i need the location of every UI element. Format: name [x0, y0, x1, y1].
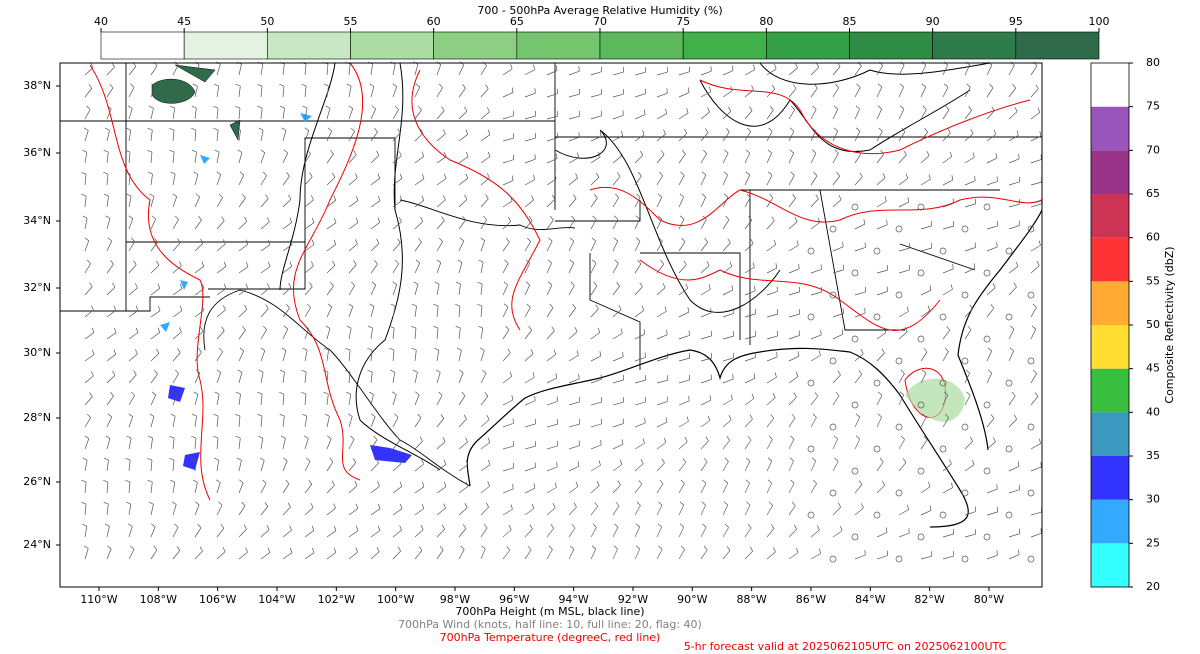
rh-tick-label: 75 — [676, 15, 690, 28]
lat-label: 34°N — [23, 214, 51, 227]
lon-label: 104°W — [258, 593, 295, 606]
rh-tick-label: 80 — [759, 15, 773, 28]
temperature-caption: 700hPa Temperature (degreeC, red line) — [440, 631, 661, 644]
reflectivity-color-segment — [1091, 369, 1129, 413]
lat-label: 32°N — [23, 281, 51, 294]
rh-tick-label: 90 — [926, 15, 940, 28]
lat-label: 30°N — [23, 346, 51, 359]
rh-tick-label: 95 — [1009, 15, 1023, 28]
reflectivity-tick-label: 25 — [1146, 536, 1160, 549]
lat-label: 28°N — [23, 411, 51, 424]
rh-tick-label: 65 — [510, 15, 524, 28]
reflectivity-colorbar-label: Composite Reflectivity (dbZ) — [1163, 246, 1176, 403]
lon-label: 102°W — [318, 593, 355, 606]
rh-color-segment — [184, 32, 267, 59]
reflectivity-color-segment — [1091, 107, 1129, 151]
reflectivity-tick-label: 30 — [1146, 493, 1160, 506]
reflectivity-tick-label: 45 — [1146, 362, 1160, 375]
lat-label: 38°N — [23, 79, 51, 92]
lon-label: 110°W — [80, 593, 117, 606]
reflectivity-color-segment — [1091, 150, 1129, 194]
rh-tick-label: 85 — [843, 15, 857, 28]
lon-label: 88°W — [736, 593, 766, 606]
rh-color-segment — [933, 32, 1016, 59]
reflectivity-colorbar: 20 25 30 35 40 45 50 55 60 65 70 75 80 — [1091, 56, 1160, 593]
lon-label: 96°W — [499, 593, 529, 606]
rh-tick-label: 45 — [177, 15, 191, 28]
reflectivity-tick-label: 55 — [1146, 274, 1160, 287]
reflectivity-color-segment — [1091, 194, 1129, 238]
rh-colorbar: 40 45 50 55 60 65 70 75 80 85 90 95 100 — [94, 15, 1110, 59]
rh-color-segment — [434, 32, 517, 59]
lon-label: 86°W — [796, 593, 826, 606]
rh-tick-label: 55 — [344, 15, 358, 28]
rh-tick-label: 70 — [593, 15, 607, 28]
lon-label: 80°W — [974, 593, 1004, 606]
forecast-caption: 5-hr forecast valid at 2025062105UTC on … — [684, 640, 1007, 650]
reflectivity-color-segment — [1091, 456, 1129, 500]
reflectivity-tick-label: 80 — [1146, 56, 1160, 69]
rh-color-segment — [1016, 32, 1099, 59]
reflectivity-tick-label: 70 — [1146, 143, 1160, 156]
reflectivity-color-segment — [1091, 500, 1129, 544]
reflectivity-color-segment — [1091, 543, 1129, 587]
reflectivity-tick-label: 40 — [1146, 405, 1160, 418]
rh-color-segment — [850, 32, 933, 59]
map-background — [60, 63, 1042, 587]
rh-tick-label: 50 — [260, 15, 274, 28]
rh-color-segment — [101, 32, 184, 59]
reflectivity-tick-label: 35 — [1146, 449, 1160, 462]
lat-label: 26°N — [23, 475, 51, 488]
lon-label: 92°W — [618, 593, 648, 606]
lon-label: 98°W — [440, 593, 470, 606]
reflectivity-tick-label: 60 — [1146, 231, 1160, 244]
rh-color-segment — [267, 32, 350, 59]
lat-label: 36°N — [23, 146, 51, 159]
reflectivity-color-segment — [1091, 412, 1129, 456]
lon-label: 108°W — [140, 593, 177, 606]
reflectivity-tick-label: 50 — [1146, 318, 1160, 331]
rh-color-segment — [351, 32, 434, 59]
rh-tick-label: 100 — [1089, 15, 1110, 28]
lon-label: 94°W — [558, 593, 588, 606]
rh-tick-label: 60 — [427, 15, 441, 28]
rh-color-segment — [517, 32, 600, 59]
reflectivity-tick-label: 65 — [1146, 187, 1160, 200]
lon-label: 100°W — [377, 593, 414, 606]
lat-label: 24°N — [23, 538, 51, 551]
reflectivity-color-segment — [1091, 325, 1129, 369]
reflectivity-tick-label: 20 — [1146, 580, 1160, 593]
rh-color-segment — [766, 32, 849, 59]
reflectivity-tick-label: 75 — [1146, 100, 1160, 113]
lon-label: 90°W — [677, 593, 707, 606]
height-caption: 700hPa Height (m MSL, black line) — [455, 605, 644, 618]
rh-tick-label: 40 — [94, 15, 108, 28]
reflectivity-color-segment — [1091, 238, 1129, 282]
reflectivity-color-segment — [1091, 281, 1129, 325]
lon-label: 82°W — [914, 593, 944, 606]
lon-label: 84°W — [855, 593, 885, 606]
map — [60, 62, 1042, 587]
rh-color-segment — [600, 32, 683, 59]
wind-caption: 700hPa Wind (knots, half line: 10, full … — [398, 618, 702, 631]
reflectivity-color-segment — [1091, 63, 1129, 107]
rh-color-segment — [683, 32, 766, 59]
lon-label: 106°W — [199, 593, 236, 606]
